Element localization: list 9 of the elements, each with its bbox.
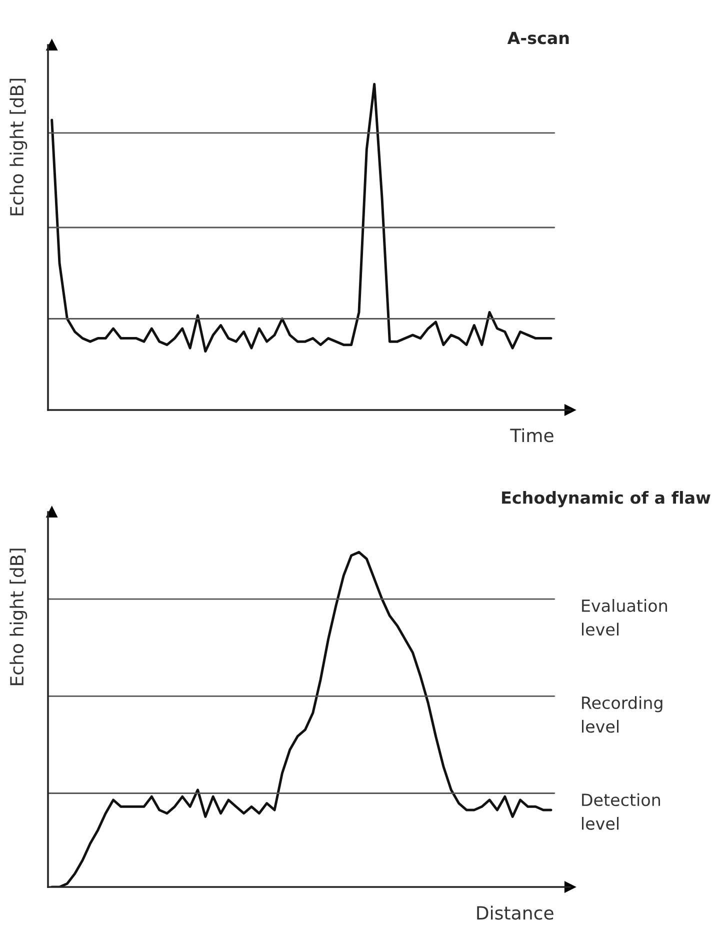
- text: Echodynamic of a flaw: [502, 491, 710, 508]
- x-axis-title: Distance: [477, 906, 554, 920]
- ref-line-label: Detection level: [582, 793, 660, 830]
- chart-title: A-scan: [507, 32, 569, 44]
- y-axis-title: Echo hight [dB]: [10, 548, 28, 686]
- ref-line-label: Recording level: [582, 696, 662, 733]
- ref-line-label: Evaluation level: [582, 599, 667, 636]
- y-axis-title: Echo hight [dB]: [10, 78, 28, 216]
- x-axis-title: Time: [510, 428, 554, 442]
